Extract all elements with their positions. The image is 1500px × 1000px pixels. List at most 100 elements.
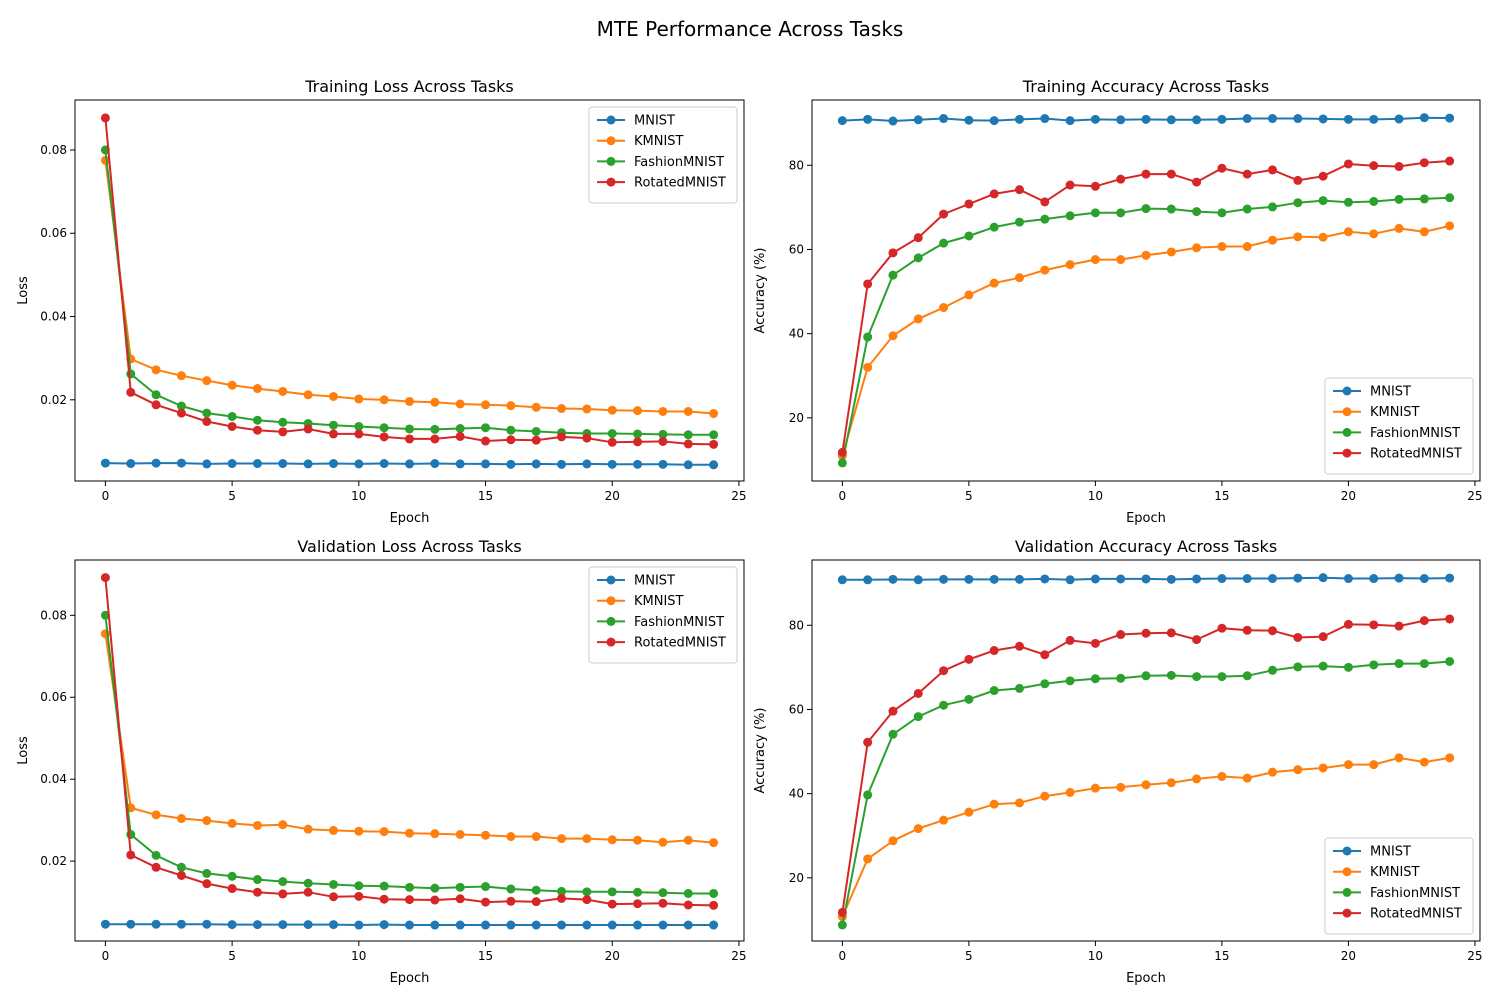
data-point-kmnist [1242, 773, 1252, 783]
y-tick-label: 0.04 [40, 772, 67, 786]
y-tick-label: 0.02 [40, 854, 67, 868]
data-point-mnist [481, 920, 491, 930]
data-point-fashionmnist [989, 222, 999, 232]
data-point-rotatedmnist [1192, 635, 1202, 645]
data-point-fashionmnist [455, 424, 465, 434]
data-point-rotatedmnist [1268, 165, 1278, 175]
data-point-kmnist [481, 400, 491, 410]
data-point-rotatedmnist [227, 421, 237, 431]
x-tick-label: 25 [731, 489, 746, 503]
data-point-rotatedmnist [607, 437, 617, 447]
x-tick-label: 0 [839, 489, 847, 503]
x-axis-label: Epoch [390, 971, 430, 986]
plot-area [837, 573, 1455, 930]
data-point-rotatedmnist [227, 884, 237, 894]
data-point-fashionmnist [1141, 671, 1151, 681]
data-point-kmnist [683, 406, 693, 416]
data-point-kmnist [1419, 757, 1429, 767]
data-point-fashionmnist [1445, 656, 1455, 666]
data-point-rotatedmnist [151, 400, 161, 410]
legend-label: RotatedMNIST [1370, 907, 1462, 922]
data-point-rotatedmnist [837, 447, 847, 457]
data-point-kmnist [964, 807, 974, 817]
data-point-mnist [582, 920, 592, 930]
x-tick-label: 25 [1467, 489, 1482, 503]
legend: MNIST KMNIST FashionMNIST RotatedMNIST [1324, 377, 1474, 475]
data-point-fashionmnist [227, 871, 237, 881]
x-tick-label: 10 [351, 489, 366, 503]
data-point-fashionmnist [888, 270, 898, 280]
subplot-1: Training Loss Across Tasks 0 5 10 15 20 25 0.02… [16, 77, 747, 526]
data-point-mnist [683, 920, 693, 930]
data-point-mnist [278, 459, 288, 469]
data-point-kmnist [481, 830, 491, 840]
data-point-rotatedmnist [1166, 169, 1176, 179]
data-point-rotatedmnist [1445, 614, 1455, 624]
x-axis-label: Epoch [1126, 971, 1166, 986]
data-point-rotatedmnist [1445, 156, 1455, 166]
legend-label: RotatedMNIST [634, 636, 726, 651]
data-point-fashionmnist [405, 882, 414, 892]
data-point-mnist [430, 459, 440, 469]
data-point-kmnist [176, 371, 186, 381]
data-point-rotatedmnist [1293, 632, 1303, 642]
data-point-fashionmnist [252, 875, 262, 885]
data-point-mnist [227, 920, 237, 930]
data-point-mnist [1419, 113, 1429, 123]
legend-item: KMNIST [597, 594, 684, 609]
data-point-rotatedmnist [939, 666, 949, 676]
data-point-fashionmnist [1090, 674, 1100, 684]
y-tick-label: 60 [789, 242, 804, 256]
data-point-mnist [1394, 573, 1404, 583]
x-tick-label: 5 [965, 489, 973, 503]
data-point-rotatedmnist [964, 654, 974, 664]
data-point-rotatedmnist [1141, 628, 1151, 638]
data-point-kmnist [202, 376, 212, 386]
data-point-fashionmnist [1040, 214, 1050, 224]
data-point-fashionmnist [151, 850, 161, 860]
x-tick-label: 25 [1467, 949, 1482, 963]
data-point-kmnist [939, 815, 949, 825]
data-point-mnist [683, 460, 693, 470]
data-point-mnist [252, 920, 262, 930]
data-point-fashionmnist [506, 884, 516, 894]
legend-swatch-marker [606, 596, 616, 606]
data-point-rotatedmnist [481, 436, 491, 446]
data-point-mnist [430, 920, 440, 930]
legend-swatch-marker [606, 115, 616, 125]
data-point-rotatedmnist [582, 895, 592, 905]
data-point-mnist [1040, 114, 1050, 124]
axes-frame [74, 559, 745, 942]
legend-label: FashionMNIST [634, 615, 724, 630]
data-point-rotatedmnist [1065, 180, 1075, 190]
legend-item: MNIST [1333, 845, 1411, 860]
data-point-mnist [531, 459, 541, 469]
data-point-rotatedmnist [1192, 177, 1202, 187]
data-point-fashionmnist [633, 429, 643, 439]
legend-box [588, 106, 738, 204]
data-point-kmnist [1116, 782, 1126, 792]
data-point-rotatedmnist [1090, 181, 1100, 191]
data-point-fashionmnist [1419, 194, 1429, 204]
data-point-fashionmnist [1293, 662, 1303, 672]
data-point-mnist [1166, 115, 1176, 125]
data-point-kmnist [278, 820, 288, 830]
data-point-mnist [202, 919, 212, 929]
x-tick-label: 15 [1214, 489, 1229, 503]
data-point-kmnist [354, 826, 364, 836]
y-axis-label: Loss [16, 736, 31, 765]
legend-label: FashionMNIST [634, 155, 724, 170]
data-point-mnist [709, 460, 719, 470]
data-point-kmnist [989, 799, 999, 809]
legend-label: KMNIST [634, 134, 684, 149]
data-point-kmnist [1369, 229, 1379, 239]
data-point-kmnist [1014, 273, 1024, 283]
y-tick-label: 0.08 [40, 608, 67, 622]
data-point-mnist [863, 114, 873, 124]
legend: MNIST KMNIST FashionMNIST RotatedMNIST [588, 566, 738, 664]
y-tick-label: 0.06 [40, 226, 67, 240]
data-point-kmnist [633, 406, 643, 416]
y-tick-label: 40 [789, 787, 804, 801]
data-point-kmnist [633, 835, 643, 845]
data-point-fashionmnist [683, 430, 693, 440]
